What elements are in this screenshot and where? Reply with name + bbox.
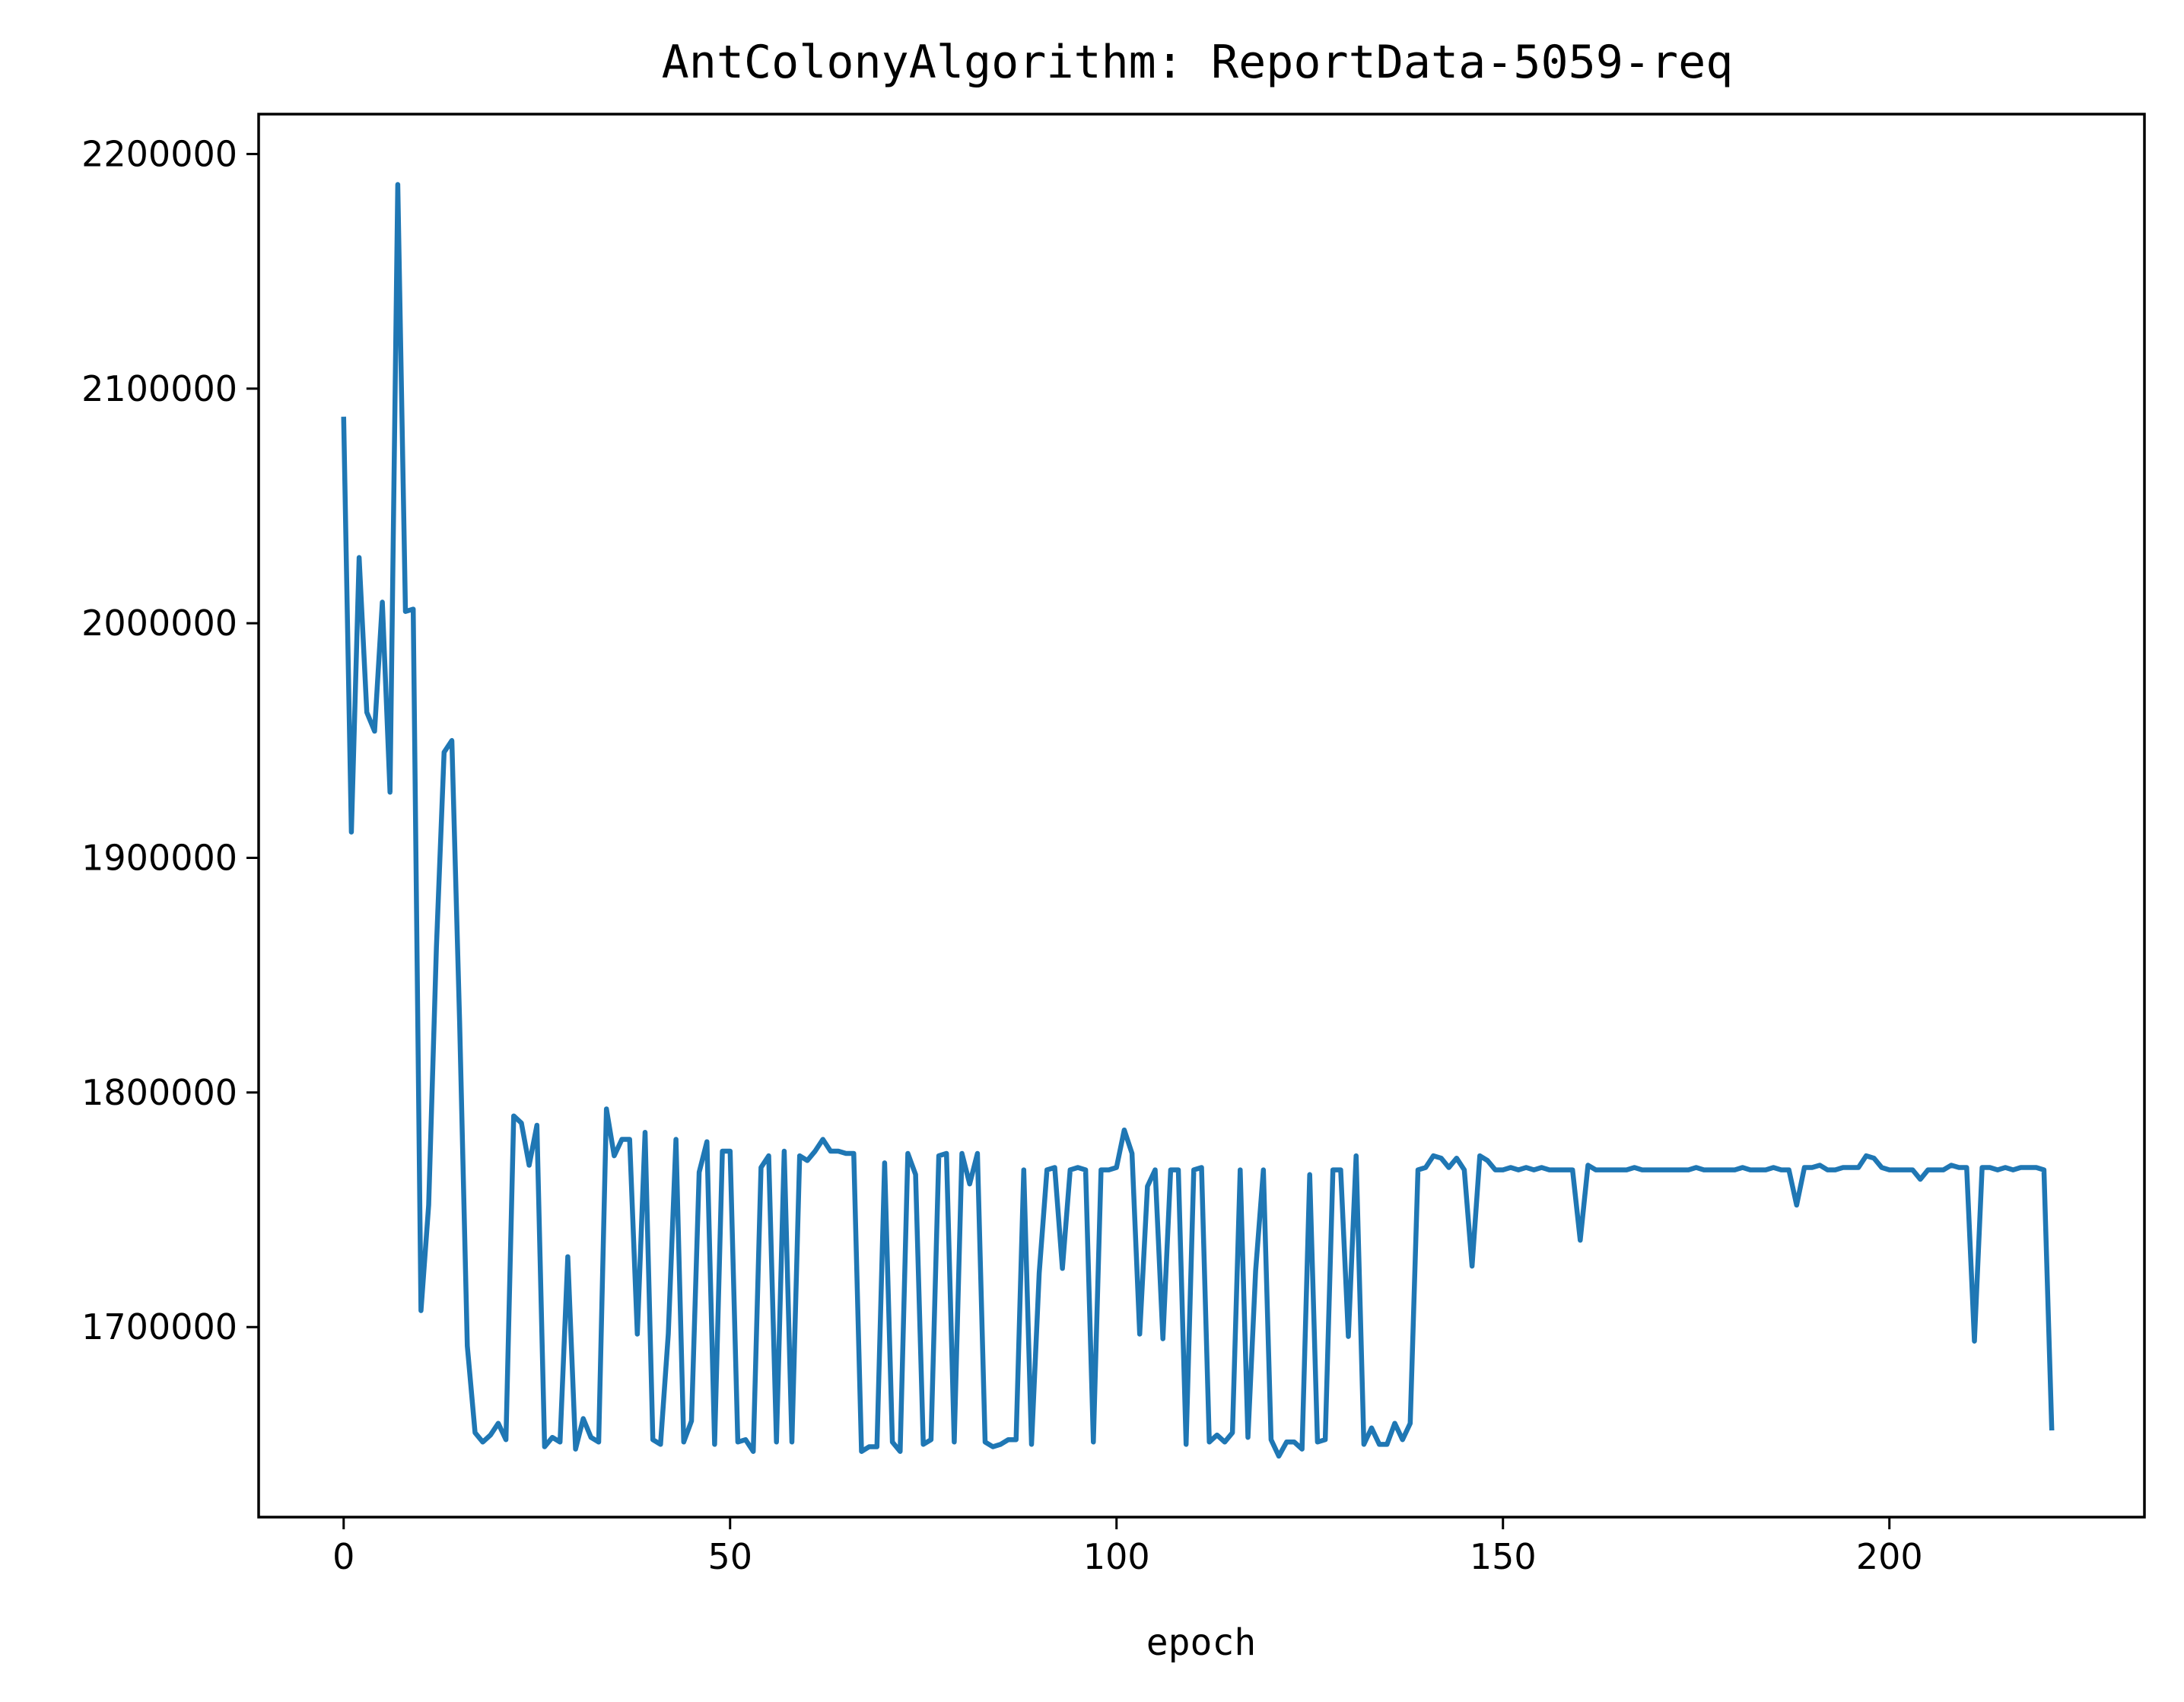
x-axis-label: epoch [1146,1621,1257,1664]
axis-ticks: 0 50 100 150 200 1700000 1800000 1900000 2000000… [81,133,1923,1577]
x-tick-label: 100 [1083,1536,1150,1577]
y-tick-label: 2100000 [81,368,237,409]
y-tick-label: 2000000 [81,603,237,644]
y-tick-label: 1700000 [81,1306,237,1347]
series-line-cost [341,182,2055,1459]
x-tick-label: 50 [707,1536,752,1577]
y-tick-label: 2200000 [81,133,237,174]
x-tick-label: 0 [332,1536,354,1577]
x-tick-label: 150 [1470,1536,1537,1577]
chart-title: AntColonyAlgorithm: ReportData-5059-req [662,36,1734,89]
plot-frame [257,113,2146,1519]
x-tick-label: 200 [1856,1536,1923,1577]
y-tick-label: 1800000 [81,1072,237,1113]
plot-area [341,182,2055,1459]
y-tick-label: 1900000 [81,838,237,879]
